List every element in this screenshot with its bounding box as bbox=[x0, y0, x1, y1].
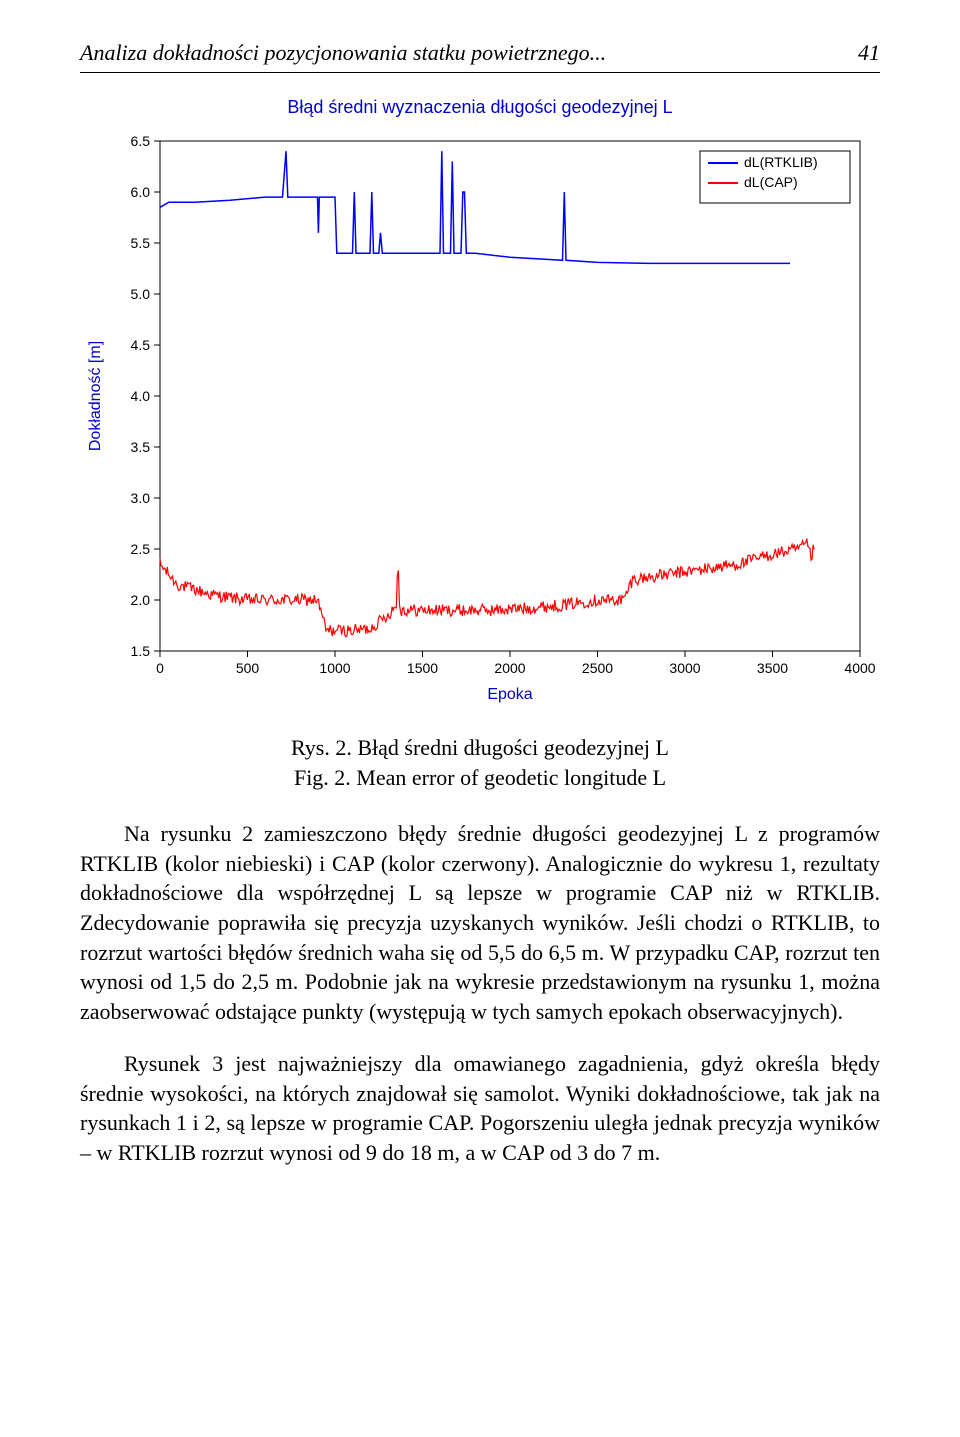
figure-caption-en: Fig. 2. Mean error of geodetic longitude… bbox=[80, 765, 880, 791]
svg-text:2.0: 2.0 bbox=[131, 592, 151, 608]
svg-text:3000: 3000 bbox=[669, 660, 700, 676]
svg-text:dL(RTKLIB): dL(RTKLIB) bbox=[744, 154, 818, 170]
page-number: 41 bbox=[858, 40, 880, 66]
svg-text:dL(CAP): dL(CAP) bbox=[744, 174, 798, 190]
svg-text:Dokładność [m]: Dokładność [m] bbox=[87, 341, 104, 451]
svg-text:6.5: 6.5 bbox=[131, 133, 151, 149]
figure-caption-pl: Rys. 2. Błąd średni długości geodezyjnej… bbox=[80, 735, 880, 761]
svg-text:2.5: 2.5 bbox=[131, 541, 151, 557]
svg-text:4000: 4000 bbox=[844, 660, 875, 676]
svg-text:3.0: 3.0 bbox=[131, 490, 151, 506]
svg-text:5.0: 5.0 bbox=[131, 286, 151, 302]
running-head: Analiza dokładności pozycjonowania statk… bbox=[80, 40, 880, 66]
running-title: Analiza dokładności pozycjonowania statk… bbox=[80, 40, 606, 66]
svg-text:4.0: 4.0 bbox=[131, 388, 151, 404]
svg-text:1500: 1500 bbox=[407, 660, 438, 676]
svg-text:3.5: 3.5 bbox=[131, 439, 151, 455]
svg-text:0: 0 bbox=[156, 660, 164, 676]
paragraph-1: Na rysunku 2 zamieszczono błędy średnie … bbox=[80, 819, 880, 1027]
svg-text:Epoka: Epoka bbox=[487, 686, 532, 703]
paragraph-2: Rysunek 3 jest najważniejszy dla omawian… bbox=[80, 1049, 880, 1168]
header-rule bbox=[80, 72, 880, 73]
svg-text:Błąd średni wyznaczenia długoś: Błąd średni wyznaczenia długości geodezy… bbox=[287, 97, 672, 117]
svg-text:6.0: 6.0 bbox=[131, 184, 151, 200]
svg-text:5.5: 5.5 bbox=[131, 235, 151, 251]
svg-text:500: 500 bbox=[236, 660, 260, 676]
svg-text:1000: 1000 bbox=[319, 660, 350, 676]
svg-text:2500: 2500 bbox=[582, 660, 613, 676]
chart-container: Błąd średni wyznaczenia długości geodezy… bbox=[80, 91, 880, 711]
svg-text:4.5: 4.5 bbox=[131, 337, 151, 353]
svg-text:3500: 3500 bbox=[757, 660, 788, 676]
svg-text:2000: 2000 bbox=[494, 660, 525, 676]
svg-text:1.5: 1.5 bbox=[131, 643, 151, 659]
geodetic-error-chart: Błąd średni wyznaczenia długości geodezy… bbox=[80, 91, 880, 711]
